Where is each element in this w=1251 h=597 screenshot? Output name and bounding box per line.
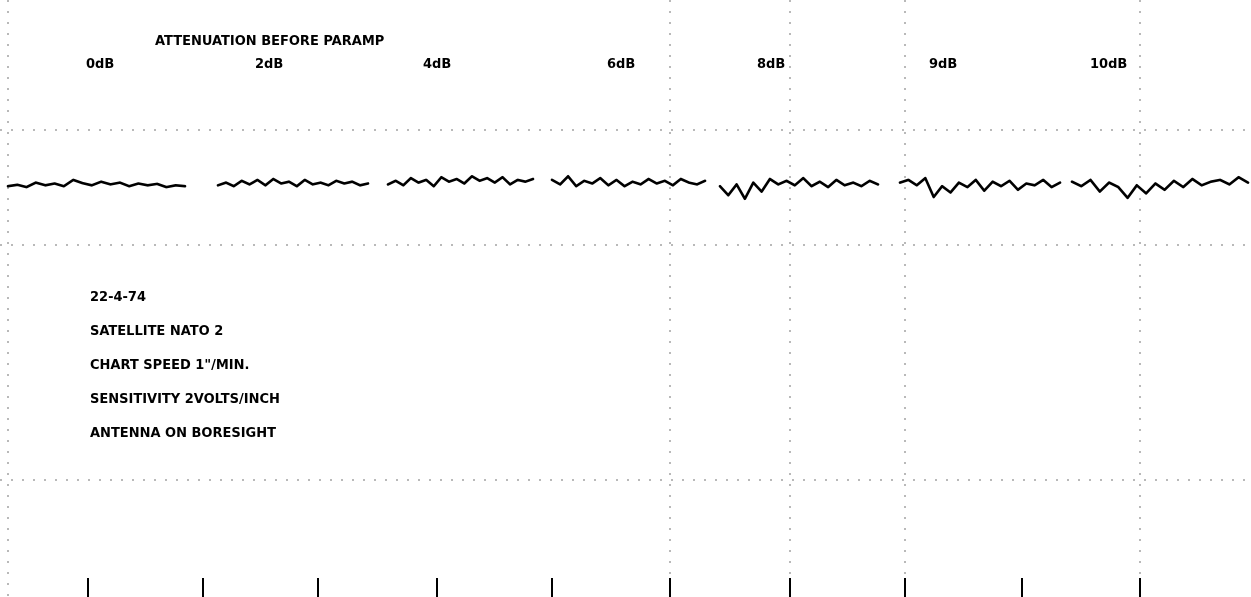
signal-trace-4dB (386, 175, 535, 188)
attenuation-label: 6dB (607, 57, 635, 72)
chart-title: ATTENUATION BEFORE PARAMP (155, 34, 384, 49)
signal-trace-2dB (216, 177, 370, 188)
attenuation-labels: 0dB 2dB 4dB 6dB 8dB 9dB 10dB (86, 57, 1127, 72)
chart-notes: 22-4-74 SATELLITE NATO 2 CHART SPEED 1"/MI… (90, 290, 280, 441)
signal-trace-10dB (1070, 175, 1250, 200)
attenuation-label: 9dB (929, 57, 957, 72)
attenuation-label: 8dB (757, 57, 785, 72)
signal-trace-8dB (718, 176, 880, 201)
attenuation-label: 2dB (255, 57, 283, 72)
note-line: ANTENNA ON BORESIGHT (90, 426, 276, 441)
attenuation-label: 0dB (86, 57, 114, 72)
signal-trace-0dB (6, 178, 187, 189)
note-line: CHART SPEED 1"/MIN. (90, 358, 249, 373)
attenuation-label: 10dB (1090, 57, 1127, 72)
note-line: 22-4-74 (90, 290, 146, 305)
signal-trace-9dB (898, 176, 1062, 199)
note-line: SENSITIVITY 2VOLTS/INCH (90, 392, 280, 407)
signal-traces (6, 175, 1250, 201)
attenuation-label: 4dB (423, 57, 451, 72)
signal-trace-6dB (550, 175, 707, 188)
bottom-ticks (87, 578, 1141, 597)
note-line: SATELLITE NATO 2 (90, 324, 223, 339)
